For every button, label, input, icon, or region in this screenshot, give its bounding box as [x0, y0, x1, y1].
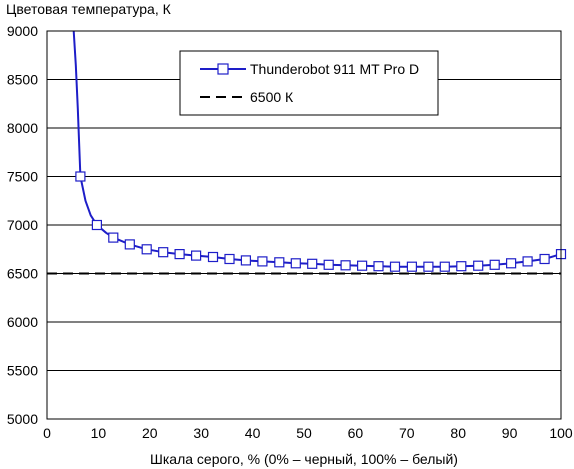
y-tick-labels: 5000 5500 6000 6500 7000 7500 8000 8500 9000 — [7, 23, 38, 427]
data-point-12 — [274, 257, 285, 268]
data-point-1 — [91, 219, 103, 231]
legend-reference-label: 6500 К — [250, 89, 294, 105]
x-tick-label-80: 80 — [450, 425, 466, 441]
x-tick-label-10: 10 — [91, 425, 107, 441]
legend: Thunderobot 911 MT Pro D 6500 К — [179, 50, 439, 116]
y-tick-label-7000: 7000 — [7, 217, 38, 233]
data-point-20 — [406, 261, 417, 272]
data-point-23 — [456, 261, 467, 272]
y-tick-label-8500: 8500 — [7, 72, 38, 88]
legend-series-label: Thunderobot 911 MT Pro D — [250, 61, 419, 77]
data-point-21 — [423, 261, 434, 272]
x-tick-label-60: 60 — [348, 425, 364, 441]
x-tick-label-40: 40 — [245, 425, 261, 441]
data-point-14 — [307, 258, 318, 269]
y-tick-label-5000: 5000 — [7, 411, 38, 427]
data-point-3 — [124, 239, 135, 250]
x-tick-label-0: 0 — [43, 425, 51, 441]
data-point-18 — [373, 261, 384, 272]
legend-series-marker — [217, 63, 229, 75]
data-point-19 — [389, 261, 401, 272]
x-tick-label-90: 90 — [502, 425, 518, 441]
y-tick-label-6500: 6500 — [7, 266, 38, 282]
x-tick-label-20: 20 — [142, 425, 158, 441]
data-point-0 — [75, 171, 86, 182]
y-tick-label-6000: 6000 — [7, 314, 38, 330]
x-tick-label-70: 70 — [399, 425, 415, 441]
data-point-9 — [224, 253, 235, 265]
y-tick-label-5500: 5500 — [7, 363, 38, 379]
data-point-6 — [174, 249, 185, 260]
x-tick-label-50: 50 — [296, 425, 312, 441]
y-tick-label-7500: 7500 — [7, 169, 38, 185]
data-point-5 — [158, 247, 169, 258]
x-tick-labels: 0 10 20 30 40 50 60 70 80 90 100 — [43, 425, 573, 441]
series-markers — [75, 171, 567, 272]
plot-frame — [46, 30, 562, 420]
x-tick-label-100: 100 — [549, 425, 573, 441]
data-point-28 — [539, 253, 550, 265]
data-point-4 — [141, 244, 152, 255]
data-point-7 — [191, 250, 202, 261]
y-tick-label-9000: 9000 — [7, 23, 38, 39]
data-point-8 — [207, 251, 219, 263]
data-point-11 — [257, 256, 268, 267]
data-point-17 — [357, 260, 368, 271]
x-axis-label: Шкала серого, % (0% – черный, 100% – бел… — [150, 451, 458, 467]
data-point-27 — [522, 256, 533, 267]
data-point-13 — [290, 258, 301, 269]
data-point-15 — [323, 259, 334, 270]
data-point-25 — [489, 259, 500, 270]
data-point-26 — [506, 258, 517, 269]
legend-box — [179, 50, 439, 116]
data-point-10 — [240, 255, 251, 266]
y-axis-label: Цветовая температура, К — [6, 1, 172, 17]
x-tick-label-30: 30 — [193, 425, 209, 441]
data-point-22 — [439, 261, 450, 272]
y-tick-label-8000: 8000 — [7, 120, 38, 136]
data-point-16 — [340, 260, 351, 271]
data-point-24 — [473, 260, 484, 271]
data-point-2 — [108, 232, 119, 243]
